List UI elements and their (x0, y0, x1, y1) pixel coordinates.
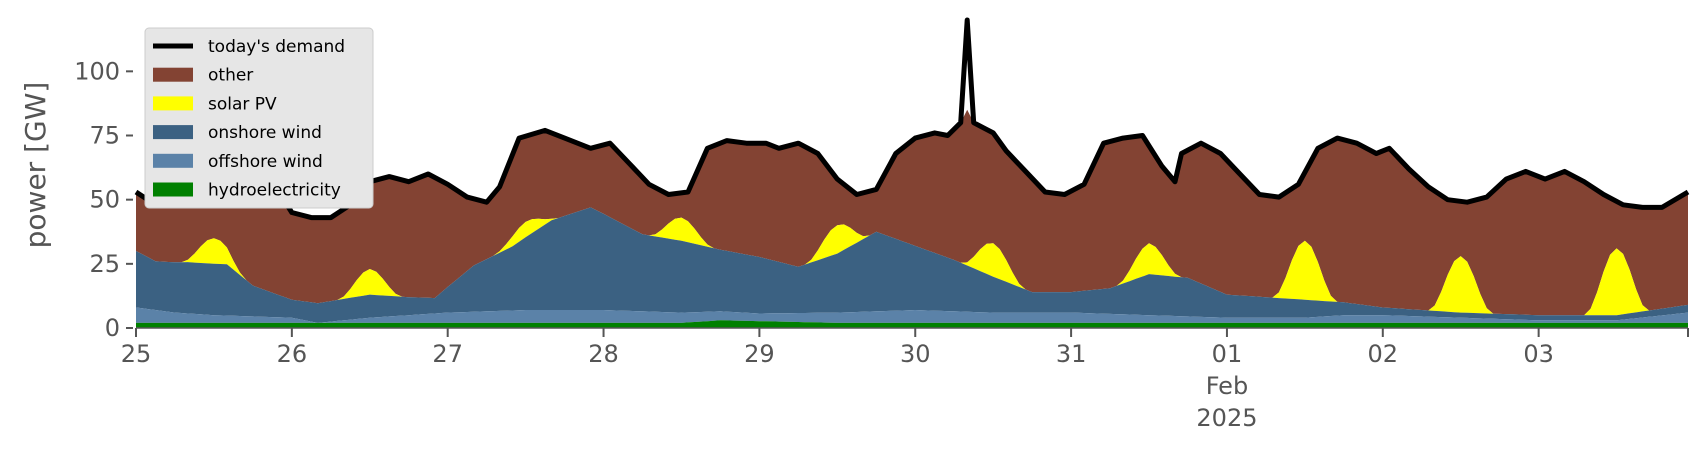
demand-line (134, 17, 1690, 221)
legend-label-offshore-wind: offshore wind (208, 152, 323, 172)
x-tick-label: 30 (900, 340, 931, 368)
area-hydroelectricity (136, 320, 1688, 328)
demand-line-group (134, 17, 1690, 221)
legend-swatch-hydroelectricity (153, 182, 193, 197)
legend-box (144, 27, 374, 209)
legend-items: today's demand other solar PV onshore wind o… (153, 37, 345, 201)
y-tick-label: 0 (105, 314, 120, 342)
x-tick-label: 03 (1523, 340, 1554, 368)
stacked-areas (136, 109, 1688, 328)
y-tick-label: 100 (74, 57, 120, 85)
x-tick-label: 26 (277, 340, 308, 368)
area-onshore-wind (136, 207, 1688, 323)
y-tick-label: 50 (89, 186, 120, 214)
x-tick-label: 25 (121, 340, 152, 368)
x-tick-label: 01 (1212, 340, 1243, 368)
area-offshore-wind (136, 307, 1688, 323)
area-other (136, 109, 1688, 316)
x-tick-label: 31 (1056, 340, 1087, 368)
y-tick-label: 75 (89, 122, 120, 150)
legend: today's demand other solar PV onshore wind o… (144, 27, 374, 209)
area-solar-pv (136, 207, 1688, 316)
legend-label-solar-pv: solar PV (208, 94, 277, 114)
legend-swatch-offshore-wind (153, 153, 193, 168)
legend-label-hydroelectricity: hydroelectricity (208, 181, 341, 201)
legend-swatch-onshore-wind (153, 125, 193, 140)
y-axis-label: power [GW] (19, 82, 52, 249)
x-tick-label: 28 (588, 340, 619, 368)
x-tick-label: 02 (1368, 340, 1399, 368)
x-tick-sublabel: 2025 (1196, 404, 1257, 432)
x-tick-sublabel: Feb (1206, 372, 1249, 400)
legend-label-other: other (208, 66, 253, 86)
legend-swatch-other (153, 67, 193, 82)
legend-label-today-s-demand: today's demand (208, 37, 345, 57)
y-tick-label: 25 (89, 250, 120, 278)
legend-swatch-solar-pv (153, 96, 193, 111)
legend-label-onshore-wind: onshore wind (208, 123, 322, 143)
x-tick-label: 27 (432, 340, 463, 368)
x-tick-label: 29 (744, 340, 775, 368)
